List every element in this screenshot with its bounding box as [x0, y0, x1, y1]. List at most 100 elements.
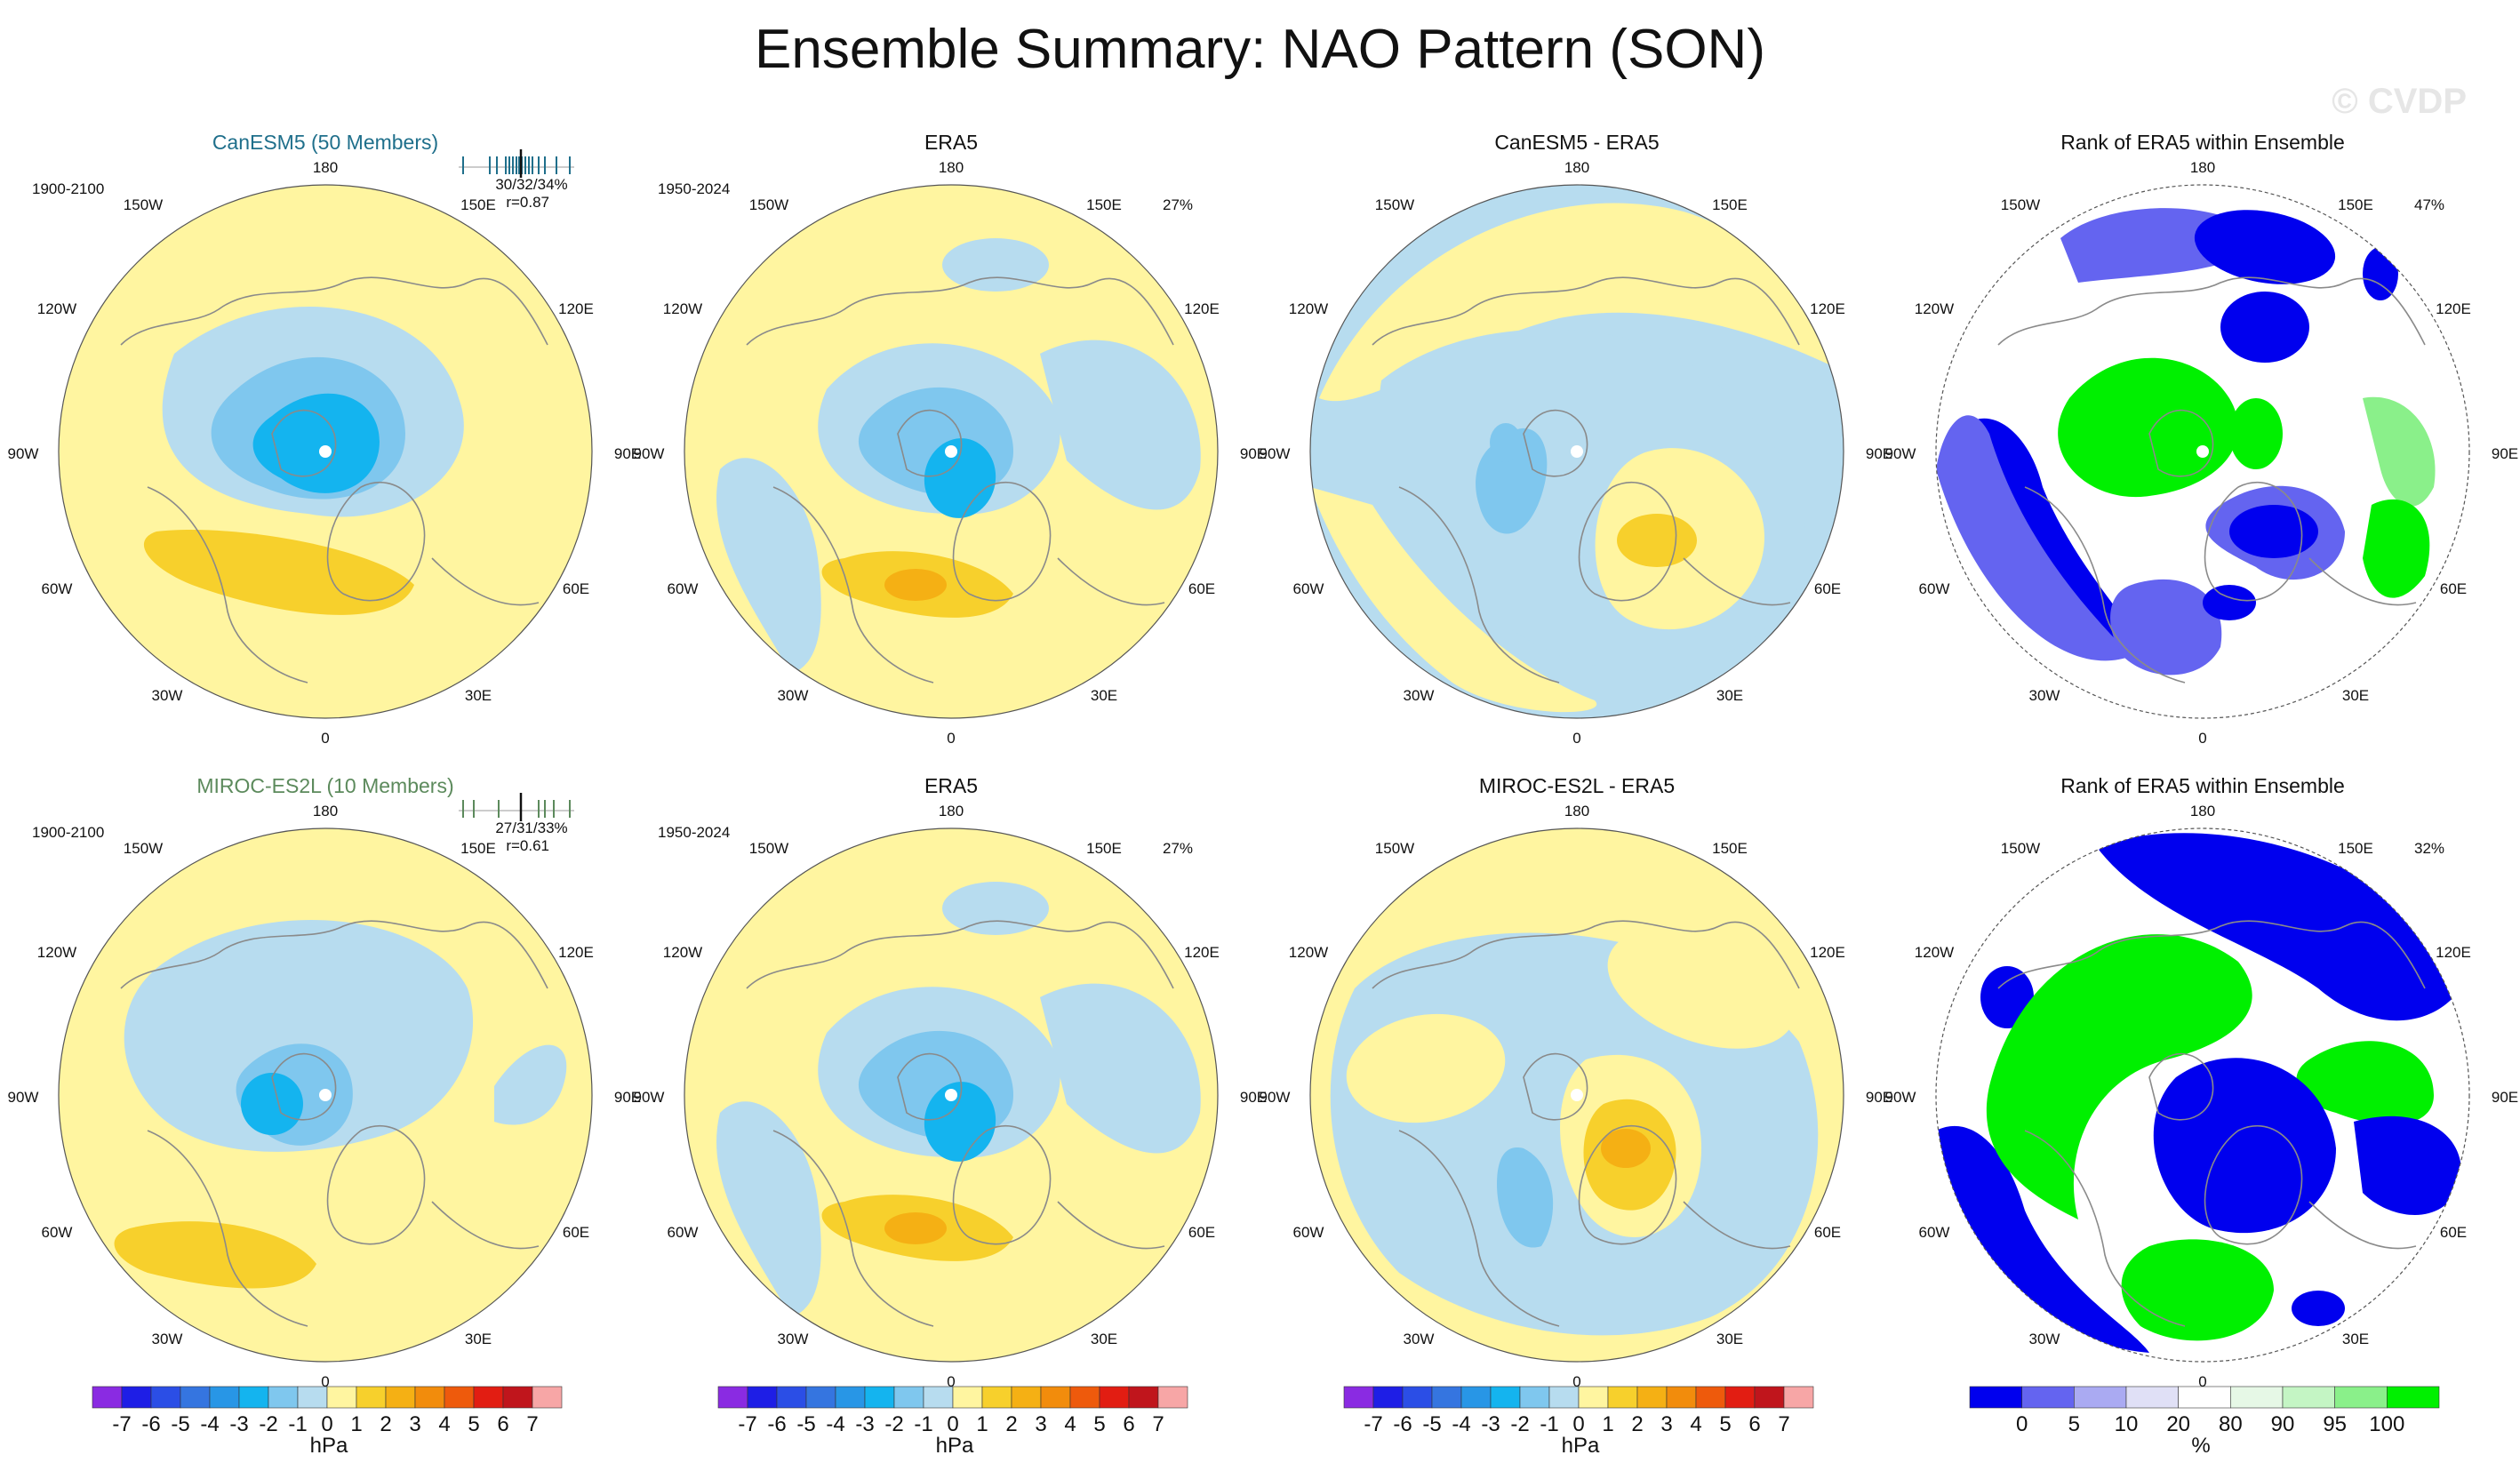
- contour-region: [884, 569, 947, 601]
- colorbar-box: [1636, 1386, 1668, 1409]
- colorbar-tick-label: 90: [2271, 1412, 2295, 1436]
- pct-label: 32%: [2414, 840, 2444, 857]
- longitude-label: 150W: [2001, 196, 2040, 213]
- longitude-label: 150E: [1712, 840, 1748, 857]
- colorbar-tick-label: 2: [1631, 1412, 1643, 1436]
- period-label: 1950-2024: [658, 180, 730, 197]
- colorbar-box: [1431, 1386, 1462, 1409]
- coastline: [120, 920, 548, 1327]
- coastline: [120, 276, 548, 684]
- longitude-label: 150W: [749, 196, 788, 213]
- colorbar-box: [1578, 1386, 1609, 1409]
- colorbar-tick-label: 3: [409, 1412, 420, 1436]
- colorbar-tick-label: 1: [350, 1412, 362, 1436]
- rank-region: [2153, 1058, 2336, 1234]
- colorbar-tick-label: 6: [1748, 1412, 1760, 1436]
- colorbar-tick-label: 4: [1064, 1412, 1076, 1436]
- colorbar-tick-label: 10: [2115, 1412, 2139, 1436]
- colorbar-box: [92, 1386, 123, 1409]
- colorbar-tick-label: -7: [1364, 1412, 1382, 1436]
- colorbar-box: [502, 1386, 533, 1409]
- longitude-label: 90W: [634, 1089, 665, 1106]
- colorbar-tick-label: 95: [2323, 1412, 2347, 1436]
- longitude-label: 90W: [1885, 1089, 1916, 1106]
- longitude-label: 120W: [37, 944, 76, 961]
- longitude-label: 150E: [460, 196, 496, 213]
- longitude-label: 150E: [1712, 196, 1748, 213]
- colorbar-box: [1343, 1386, 1374, 1409]
- panel-title: Rank of ERA5 within Ensemble: [2060, 131, 2345, 154]
- cvdp-watermark: © CVDP: [2332, 82, 2467, 121]
- colorbar-tick-label: 5: [1719, 1412, 1731, 1436]
- coastline: [1372, 920, 1800, 1327]
- rank-region: [2229, 505, 2318, 558]
- colorbar-tick-label: 5: [2068, 1412, 2080, 1436]
- colorbar-tick-label: -5: [1422, 1412, 1441, 1436]
- longitude-label: 120W: [663, 300, 702, 317]
- longitude-label: 90E: [1866, 1089, 1892, 1106]
- longitude-label: 90E: [2492, 445, 2518, 462]
- colorbar-box: [1040, 1386, 1071, 1409]
- longitude-label: 120W: [1915, 944, 1954, 961]
- longitude-label: 120W: [1289, 944, 1328, 961]
- colorbar-box: [180, 1386, 211, 1409]
- contour-region: [124, 919, 474, 1152]
- colorbar-box: [1969, 1386, 2022, 1409]
- longitude-label: 120W: [37, 300, 76, 317]
- pct-label: 47%: [2414, 196, 2444, 213]
- longitude-label: 120E: [1810, 944, 1845, 961]
- colorbar-tick-label: 6: [1123, 1412, 1134, 1436]
- longitude-label: 90W: [8, 1089, 39, 1106]
- colorbar-box: [268, 1386, 299, 1409]
- colorbar-tick-label: -7: [112, 1412, 131, 1436]
- period-label: 1900-2100: [32, 180, 104, 197]
- coastline: [1997, 276, 2426, 684]
- longitude-label: 30W: [778, 687, 809, 704]
- rank-region: [2096, 833, 2469, 1021]
- colorbar-box: [1519, 1386, 1550, 1409]
- longitude-label: 0: [947, 1373, 955, 1390]
- positive-region: [1310, 487, 1597, 713]
- colorbar-box: [2282, 1386, 2335, 1409]
- pct-range-label: 30/32/34%: [495, 176, 567, 193]
- rank-region: [1936, 415, 2132, 661]
- colorbar-box: [1402, 1386, 1433, 1409]
- north-pole-marker: [319, 1089, 332, 1101]
- panel-rank1: Rank of ERA5 within Ensemble 47% 180 0 150W 1…: [1885, 131, 2519, 747]
- longitude-label: 180: [939, 803, 964, 819]
- contour-region: [252, 393, 380, 493]
- colorbar-box: [444, 1386, 475, 1409]
- longitude-label: 60E: [563, 1224, 589, 1241]
- map-fill: [684, 828, 1218, 1362]
- colorbar-tick-label: 0: [321, 1412, 332, 1436]
- rank-region: [2296, 1041, 2434, 1125]
- colorbar-box: [1128, 1386, 1159, 1409]
- panel-title: MIROC-ES2L (10 Members): [196, 774, 453, 797]
- longitude-label: 150W: [1375, 840, 1414, 857]
- rank-region: [2292, 1291, 2345, 1326]
- colorbar-box: [864, 1386, 895, 1409]
- map-border: [58, 827, 593, 1363]
- rank-region: [2229, 398, 2283, 469]
- longitude-label: 30W: [1404, 1331, 1435, 1347]
- rank-region: [2363, 499, 2430, 598]
- pct-label: 27%: [1163, 196, 1193, 213]
- longitude-label: 150W: [124, 196, 163, 213]
- contour-region: [924, 1082, 996, 1162]
- longitude-label: 30E: [1091, 687, 1117, 704]
- colorbar-box: [532, 1386, 563, 1409]
- colorbar-box: [747, 1386, 778, 1409]
- correlation-label: r=0.61: [506, 837, 549, 854]
- colorbar-box: [1666, 1386, 1697, 1409]
- longitude-label: 60W: [668, 580, 699, 597]
- colorbar-unit: hPa: [310, 1434, 348, 1458]
- longitude-label: 120E: [558, 300, 594, 317]
- colorbar-box: [2021, 1386, 2075, 1409]
- colorbar-box: [326, 1386, 357, 1409]
- colorbar-box: [1372, 1386, 1404, 1409]
- colorbar-box: [1011, 1386, 1042, 1409]
- longitude-label: 150E: [1086, 196, 1122, 213]
- longitude-label: 0: [2198, 730, 2206, 747]
- longitude-label: 90E: [2492, 1089, 2518, 1106]
